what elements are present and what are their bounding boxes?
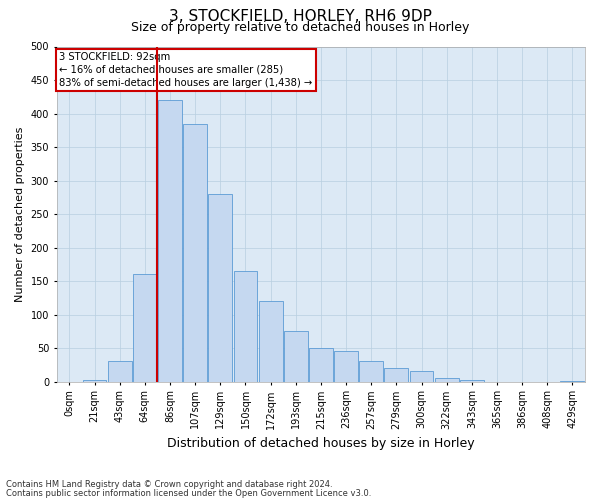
Bar — [410, 372, 433, 382]
Bar — [359, 362, 383, 382]
Bar — [133, 274, 157, 382]
Bar — [208, 194, 232, 382]
Bar — [334, 352, 358, 382]
Text: 3 STOCKFIELD: 92sqm
← 16% of detached houses are smaller (285)
83% of semi-detac: 3 STOCKFIELD: 92sqm ← 16% of detached ho… — [59, 52, 313, 88]
Bar — [435, 378, 458, 382]
Bar — [83, 380, 106, 382]
Bar — [560, 381, 584, 382]
Bar — [284, 332, 308, 382]
Y-axis label: Number of detached properties: Number of detached properties — [15, 126, 25, 302]
Text: Size of property relative to detached houses in Horley: Size of property relative to detached ho… — [131, 21, 469, 34]
Bar — [385, 368, 409, 382]
Bar — [108, 362, 131, 382]
Bar — [460, 380, 484, 382]
Text: 3, STOCKFIELD, HORLEY, RH6 9DP: 3, STOCKFIELD, HORLEY, RH6 9DP — [169, 9, 431, 24]
Bar — [309, 348, 333, 382]
Text: Contains public sector information licensed under the Open Government Licence v3: Contains public sector information licen… — [6, 488, 371, 498]
Bar — [158, 100, 182, 382]
Text: Contains HM Land Registry data © Crown copyright and database right 2024.: Contains HM Land Registry data © Crown c… — [6, 480, 332, 489]
X-axis label: Distribution of detached houses by size in Horley: Distribution of detached houses by size … — [167, 437, 475, 450]
Bar — [259, 301, 283, 382]
Bar — [233, 271, 257, 382]
Bar — [183, 124, 207, 382]
